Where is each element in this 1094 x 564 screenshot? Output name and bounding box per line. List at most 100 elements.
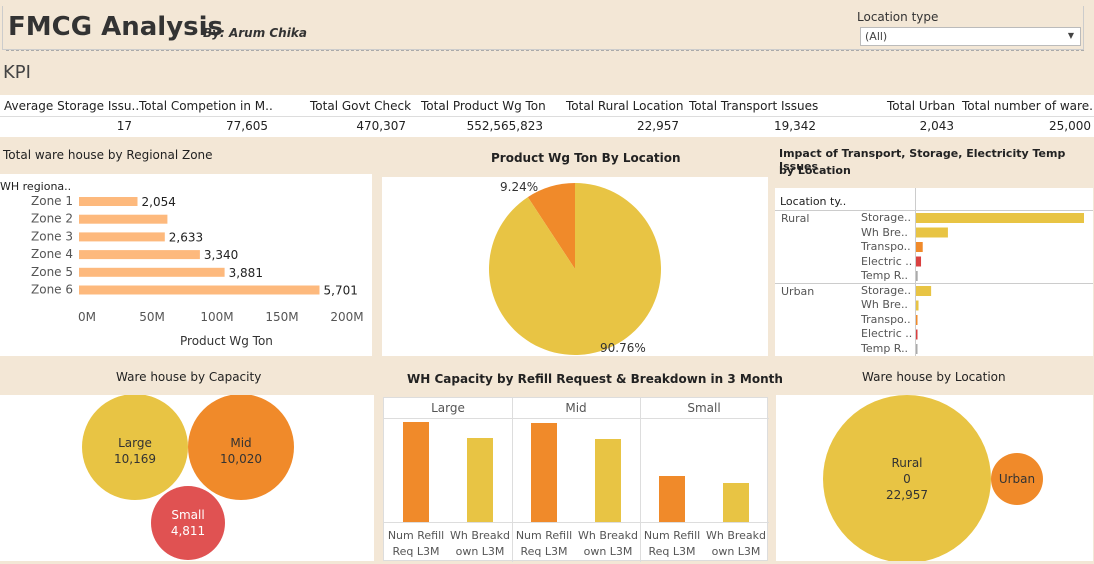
impact-bar <box>916 329 918 340</box>
location-filter-label: Location type <box>857 10 939 24</box>
measure-label-line: Wh Breakd <box>449 529 511 542</box>
impact-group-urban: Urban <box>781 285 815 298</box>
kpi-header: Total Govt Check <box>310 99 412 113</box>
location-bubble-chart <box>823 395 1043 561</box>
capacity-bubble-chart <box>82 395 294 560</box>
bubble-large-name: Large <box>118 436 152 450</box>
impact-issue-label: Electric .. <box>861 327 913 340</box>
impact-bar <box>916 315 918 325</box>
chevron-down-icon[interactable]: ▼ <box>1067 31 1074 40</box>
kpi-section-title: KPI <box>3 62 31 83</box>
kpi-value: 22,957 <box>637 119 679 133</box>
measure-label-line: own L3M <box>711 545 761 558</box>
measure-label-line: Req L3M <box>648 545 696 558</box>
refill-bar <box>467 438 493 522</box>
capacity-chart-title: Ware house by Capacity <box>116 370 262 384</box>
regional-xlabel: Product Wg Ton <box>180 334 273 348</box>
refill-bar <box>403 422 429 522</box>
impact-chart-panel: Location ty.. Rural Urban Storage.. Wh B… <box>775 188 1093 356</box>
impact-issue-label: Temp R.. <box>861 269 909 282</box>
measure-label-line: Wh Breakd <box>577 529 639 542</box>
kpi-value: 2,043 <box>919 119 954 133</box>
bubble-large-label: Large 10,169 <box>95 435 175 467</box>
regional-data-label: 3,340 <box>204 248 238 262</box>
dashboard-title: FMCG Analysis <box>8 12 224 42</box>
regional-data-label: 3,881 <box>229 266 263 280</box>
refill-baseline <box>384 522 769 523</box>
kpi-header: Total number of ware.. <box>962 99 1094 113</box>
refill-chart-panel: Large Mid Small Num Refill Req L3M Wh Bre… <box>383 397 769 562</box>
bubble-mid-value: 10,020 <box>220 452 262 466</box>
pie-slice <box>527 183 575 269</box>
bubble-rural <box>823 395 991 561</box>
refill-pane-large: Large <box>431 401 465 415</box>
impact-bar <box>916 286 932 296</box>
kpi-header: Total Product Wg Ton <box>421 99 546 113</box>
impact-chart-subtitle: by Location <box>779 164 851 177</box>
refill-bar-chart <box>403 422 749 522</box>
location-chart-panel: Rural 0 22,957 Urban <box>776 395 1093 561</box>
regional-data-label: 2,054 <box>142 195 176 209</box>
impact-issue-label: Transpo.. <box>861 313 911 326</box>
measure-label-refill: Num Refill Req L3M <box>512 528 576 560</box>
impact-issue-label: Wh Bre.. <box>861 298 908 311</box>
measure-label-line: Num Refill <box>515 529 573 542</box>
measure-label-breakdown: Wh Breakd own L3M <box>448 528 512 560</box>
regional-bar <box>79 214 168 224</box>
impact-issue-label: Storage.. <box>861 284 912 297</box>
regional-tick-label: 0M <box>78 310 96 324</box>
refill-chart-title: WH Capacity by Refill Request & Breakdow… <box>407 372 783 386</box>
kpi-header: Total Competion in M.. <box>139 99 273 113</box>
bubble-small <box>151 486 225 560</box>
pie-chart-panel: 9.24% 90.76% <box>382 177 768 356</box>
measure-label-line: own L3M <box>455 545 505 558</box>
bubble-rural-name: Rural <box>891 456 923 470</box>
refill-header-line <box>384 418 769 419</box>
refill-bar <box>531 423 557 522</box>
pie-chart <box>488 183 661 355</box>
kpi-header: Total Transport Issues <box>689 99 819 113</box>
bubble-urban-name: Urban <box>998 472 1036 486</box>
measure-label-line: own L3M <box>583 545 633 558</box>
regional-tick-label: 100M <box>200 310 233 324</box>
regional-dim-label: WH regiona.. <box>0 180 72 193</box>
refill-pane-divider <box>640 398 641 562</box>
impact-bar-chart <box>916 213 1084 354</box>
impact-bar <box>916 213 1084 223</box>
location-filter-value: (All) <box>865 30 888 43</box>
refill-bar <box>595 439 621 522</box>
kpi-value: 470,307 <box>356 119 406 133</box>
header-divider <box>6 50 1084 51</box>
impact-bar <box>916 227 948 238</box>
kpi-value: 25,000 <box>1049 119 1091 133</box>
regional-bar <box>79 197 138 206</box>
impact-chart-title: Impact of Transport, Storage, Electricit… <box>779 147 1066 173</box>
kpi-value: 77,605 <box>226 119 268 133</box>
regional-chart-panel: WH regiona.. Zone 1 2,054 Zone 2 Zone 3 2,63… <box>0 174 372 356</box>
pie-label-urban: 9.24% <box>500 180 539 194</box>
bubble-large-value: 10,169 <box>114 452 156 466</box>
regional-data-label: 2,633 <box>169 230 203 244</box>
location-chart-title: Ware house by Location <box>862 370 1006 384</box>
capacity-chart-panel: Large 10,169 Mid 10,020 Small 4,811 <box>0 395 374 561</box>
kpi-header: Average Storage Issu.. <box>4 99 140 113</box>
impact-group-divider <box>775 283 1093 284</box>
bubble-rural-zero: 0 <box>903 472 911 486</box>
pie-label-rural: 90.76% <box>600 341 646 355</box>
regional-category-label: Zone 5 <box>31 265 73 279</box>
location-filter-dropdown[interactable]: (All) ▼ <box>860 27 1081 46</box>
bubble-mid <box>188 395 294 500</box>
impact-header-line <box>775 210 1093 211</box>
bubble-urban <box>991 453 1043 505</box>
pie-chart-title: Product Wg Ton By Location <box>491 151 681 165</box>
impact-bar <box>916 344 918 354</box>
regional-bar <box>79 250 200 260</box>
refill-pane-small: Small <box>687 401 721 415</box>
regional-bar <box>79 267 225 277</box>
measure-label-line: Wh Breakd <box>705 529 767 542</box>
impact-issue-label: Transpo.. <box>861 240 911 253</box>
impact-bar <box>916 242 923 252</box>
impact-group-rural: Rural <box>781 212 810 225</box>
author-byline: By: Arum Chika <box>203 26 307 40</box>
bubble-rural-label: Rural 0 22,957 <box>867 455 947 503</box>
